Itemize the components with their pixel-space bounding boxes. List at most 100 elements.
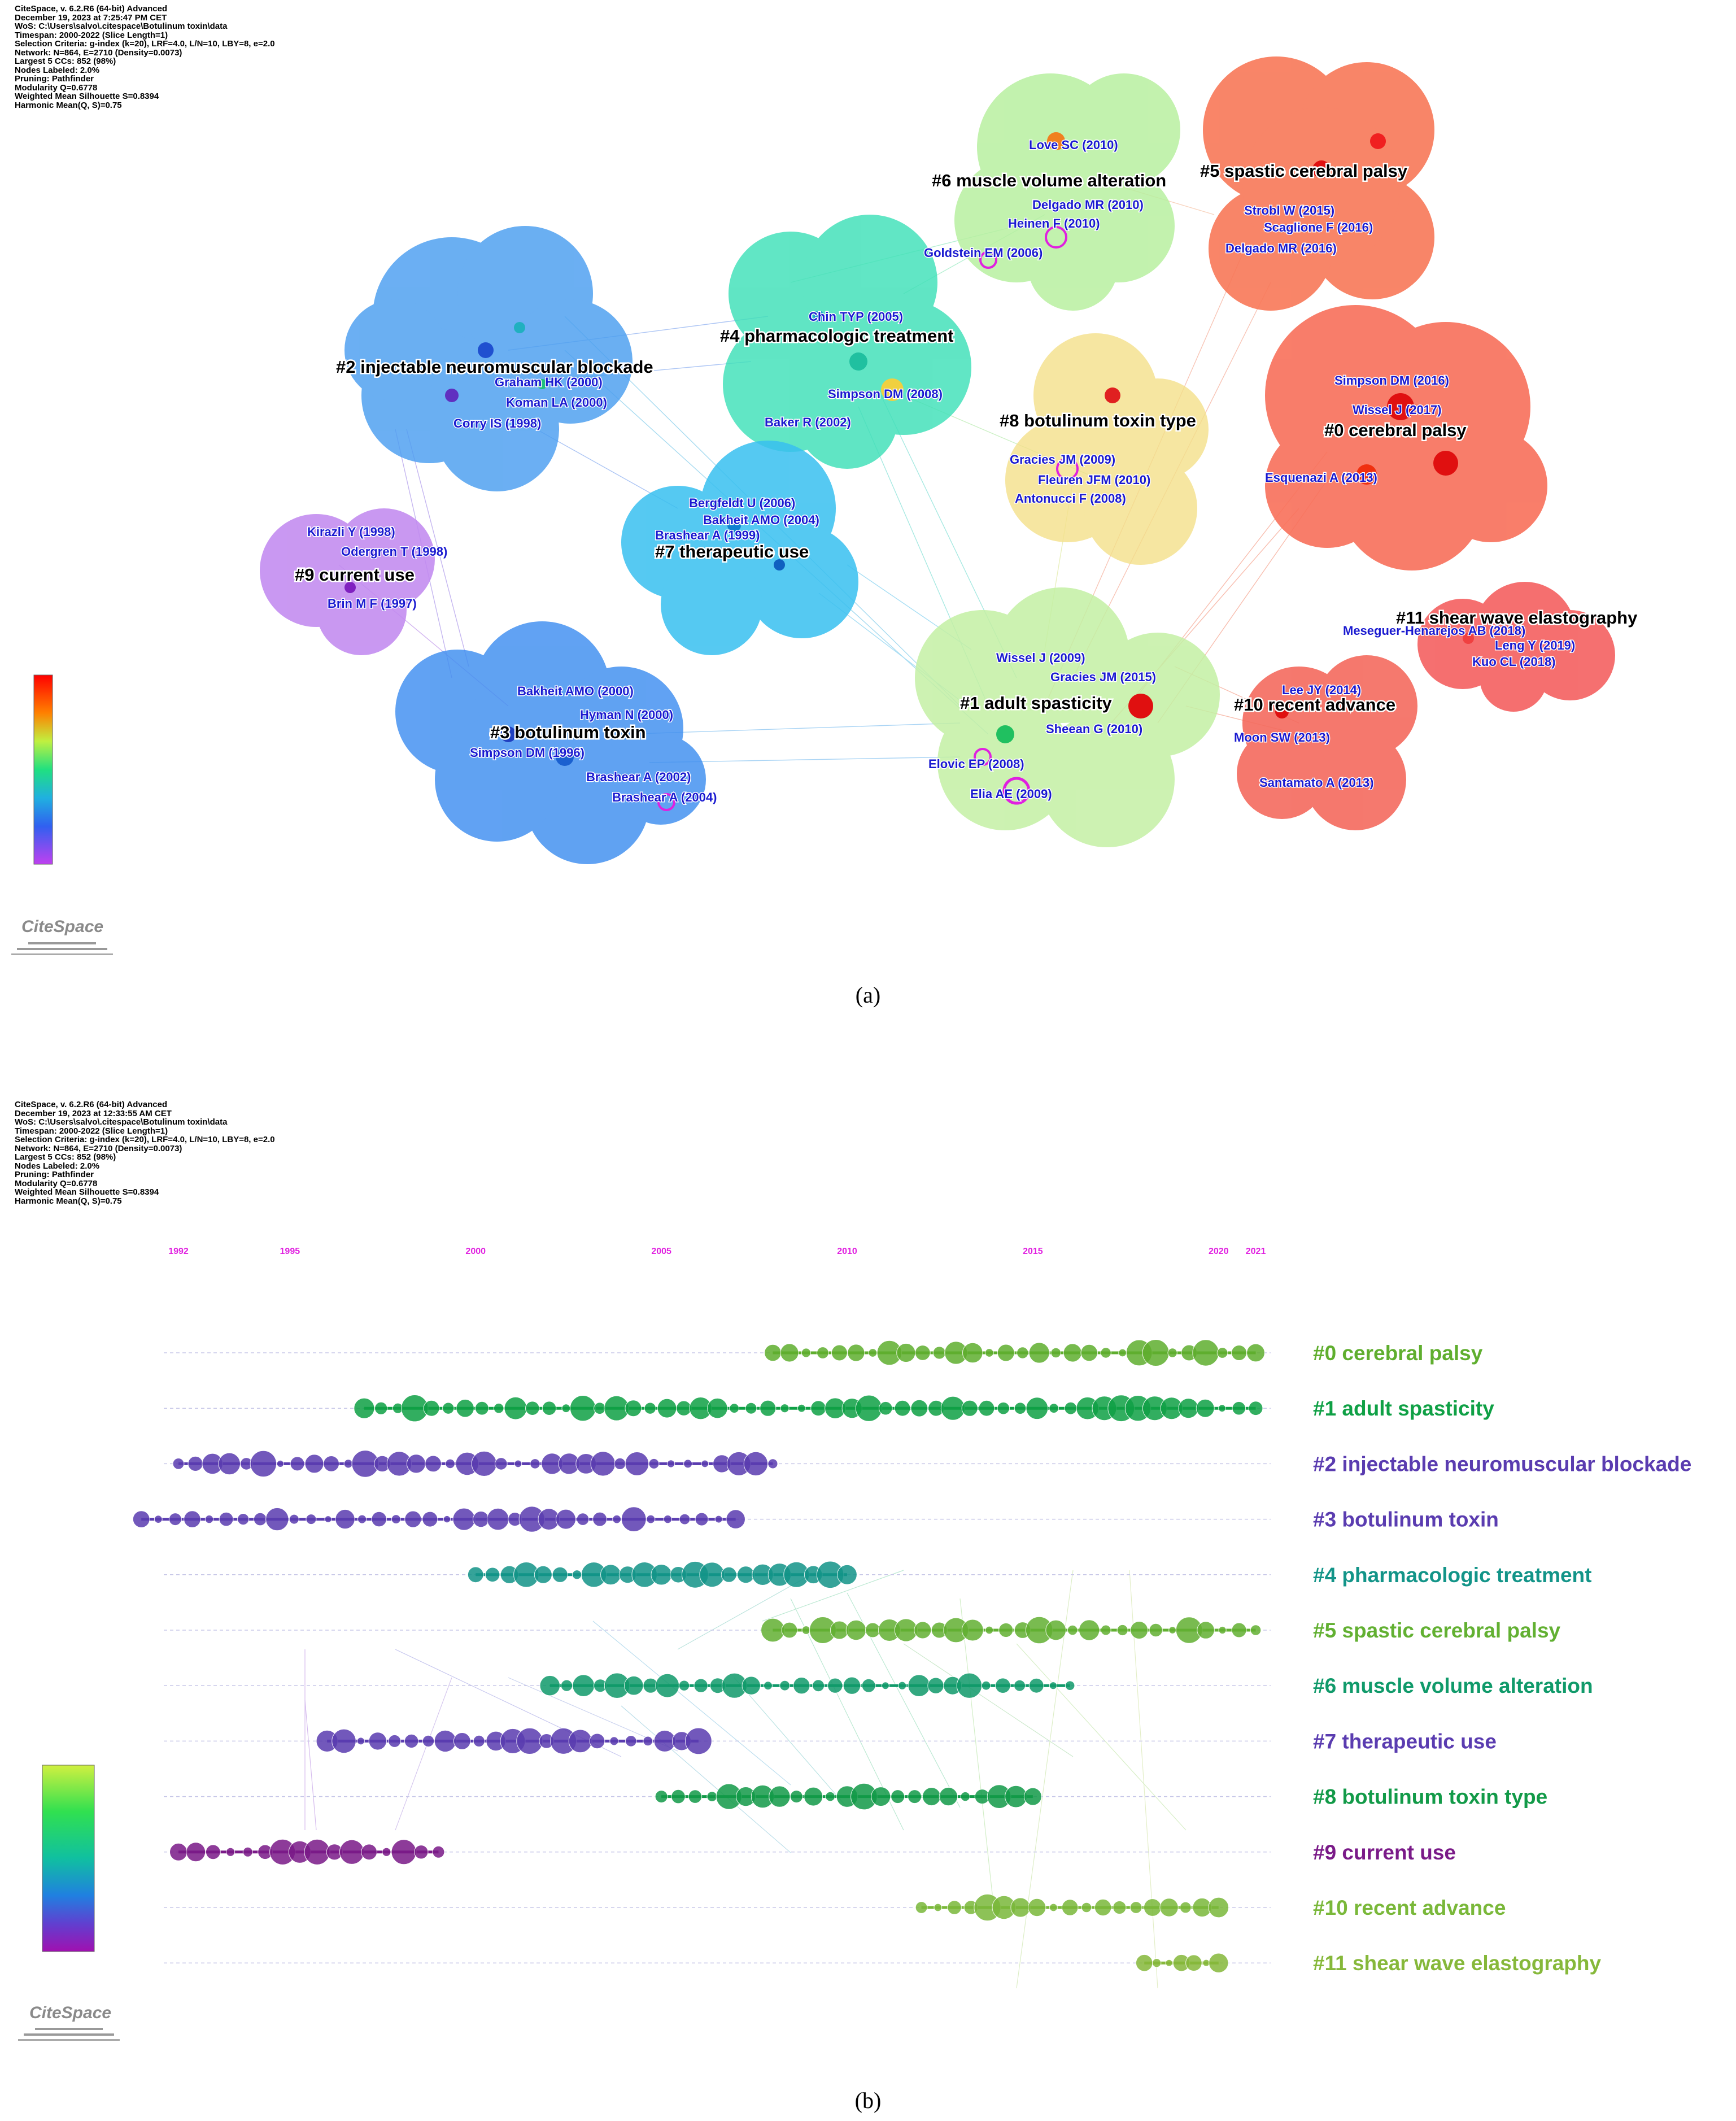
timeline-node	[576, 1513, 590, 1526]
timeline-node	[1231, 1345, 1248, 1361]
timeline-node	[761, 1618, 785, 1643]
timeline-node	[721, 1566, 737, 1583]
meta-line: Weighted Mean Silhouette S=0.8394	[15, 92, 159, 101]
timeline-node	[891, 1789, 905, 1804]
timeline-node	[423, 1400, 440, 1417]
timeline-node	[676, 1400, 692, 1416]
timeline-node	[1232, 1401, 1246, 1416]
cluster-blob-3	[395, 621, 706, 864]
cluster-blob-0	[1265, 305, 1547, 570]
ref-label: Gracies JM (2015)	[1050, 670, 1156, 684]
cluster-label-3: #3 botulinum toxin	[490, 722, 646, 742]
ref-label: Fleuren JFM (2010)	[1038, 473, 1150, 487]
timeline-node	[741, 1676, 761, 1695]
timeline-node	[357, 1514, 367, 1524]
cluster-label-7: #7 therapeutic use	[655, 542, 809, 561]
timeline-node	[1218, 1404, 1226, 1413]
timeline-node	[825, 1791, 836, 1802]
timeline-node	[868, 1348, 878, 1357]
timeline-node	[434, 1730, 457, 1753]
timeline-node	[831, 1344, 848, 1361]
timeline-row: #1 adult spasticity	[164, 1395, 1494, 1422]
timeline-node	[542, 1401, 557, 1416]
timeline-node	[932, 1346, 946, 1360]
meta-line: December 19, 2023 at 12:33:55 AM CET	[15, 1108, 172, 1118]
timeline-node	[939, 1787, 958, 1806]
ref-label: Santamato A (2013)	[1259, 776, 1374, 790]
timeline-node	[790, 1790, 803, 1804]
timeline-node	[471, 1451, 497, 1477]
meta-line: Pruning: Pathfinder	[15, 1170, 94, 1179]
timeline-node	[1063, 1343, 1082, 1362]
timeline-node	[624, 1675, 644, 1696]
panel-a-caption: (a)	[855, 982, 881, 1008]
timeline-node	[552, 1566, 568, 1583]
timeline-node	[1078, 1619, 1100, 1641]
timeline-node	[845, 1619, 867, 1641]
year-color-legend	[33, 674, 53, 865]
ref-label: Sheean G (2010)	[1046, 722, 1142, 736]
timeline-node	[695, 1512, 709, 1526]
timeline-node	[218, 1452, 241, 1475]
timeline-node	[1080, 1344, 1098, 1362]
timeline-node	[250, 1450, 277, 1478]
timeline-node	[371, 1511, 387, 1527]
timeline-node	[276, 1460, 285, 1468]
timeline-node	[644, 1402, 656, 1414]
timeline-node	[878, 1401, 893, 1416]
ref-label: Simpson DM (2016)	[1334, 373, 1449, 387]
cluster-label-0: #0 cerebral palsy	[1324, 420, 1467, 440]
panel-b-timeline-view: CiteSpace, v. 6.2.R6 (64-bit) Advanced D…	[0, 1051, 1736, 2121]
timeline-node	[998, 1622, 1014, 1638]
timeline-row: #10 recent advance	[164, 1893, 1506, 1922]
timeline-node	[614, 1457, 626, 1470]
timeline-node	[671, 1789, 686, 1804]
timeline-node	[1118, 1348, 1127, 1357]
timeline-node	[781, 1622, 798, 1639]
timeline-node	[343, 1459, 353, 1469]
meta-line: Weighted Mean Silhouette S=0.8394	[15, 1187, 159, 1197]
timeline-cluster-label: #0 cerebral palsy	[1313, 1342, 1483, 1365]
timeline-node	[655, 1790, 668, 1804]
timeline-cluster-label: #6 muscle volume alteration	[1313, 1674, 1593, 1697]
timeline-node	[1049, 1403, 1059, 1414]
timeline-node	[1142, 1339, 1170, 1366]
meta-line: Selection Criteria: g-index (k=20), LRF=…	[15, 39, 275, 49]
citespace-logo: CiteSpace	[18, 2004, 120, 2041]
timeline-node	[679, 1513, 691, 1525]
timeline-node	[764, 1344, 782, 1362]
timeline-node	[1116, 1624, 1128, 1636]
timeline-node	[678, 1680, 690, 1691]
timeline-node	[572, 1570, 582, 1580]
timeline-node	[779, 1680, 791, 1691]
timeline-node	[745, 1402, 757, 1414]
timeline-node	[625, 1735, 637, 1747]
timeline-node	[1026, 1397, 1049, 1420]
timeline-node	[843, 1676, 861, 1695]
timeline-node	[306, 1514, 317, 1525]
timeline-node	[743, 1451, 769, 1477]
timeline-node	[1159, 1898, 1179, 1917]
timeline-node	[172, 1458, 185, 1470]
timeline-node	[388, 1734, 402, 1748]
timeline-node	[1192, 1339, 1219, 1366]
cluster-blob-2	[344, 226, 633, 491]
timeline-node	[865, 1622, 880, 1638]
timeline-node	[1129, 1901, 1142, 1914]
timeline-node	[940, 1396, 966, 1421]
timeline-node	[1208, 1897, 1229, 1918]
ref-label: Kirazli Y (1998)	[307, 525, 395, 539]
year-axis: 1992 1995 2000 2005 2010 2015 2020 2021	[168, 1247, 1266, 1256]
meta-line: Largest 5 CCs: 852 (98%)	[15, 56, 116, 66]
cluster-blob-11	[1417, 582, 1615, 712]
timeline-node	[793, 1677, 810, 1695]
timeline-node	[453, 1732, 471, 1750]
timeline-rows: #0 cerebral palsy #1 adult spasticity #2 i…	[132, 1339, 1691, 1975]
timeline-cluster-label: #9 current use	[1313, 1841, 1456, 1864]
ref-label: Odergren T (1998)	[341, 545, 447, 559]
ref-label: Hyman N (2000)	[580, 708, 673, 722]
timeline-node	[242, 1846, 253, 1857]
timeline-node	[1017, 1347, 1029, 1359]
timeline-node	[422, 1511, 438, 1527]
timeline-node	[473, 1735, 485, 1748]
